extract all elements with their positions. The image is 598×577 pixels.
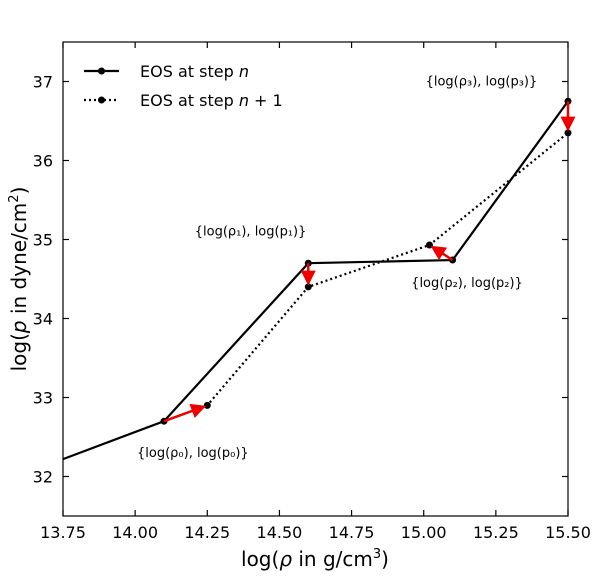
legend: EOS at step n EOS at step n + 1: [84, 62, 283, 110]
y-tick-label: 36: [33, 152, 53, 171]
legend-label-solid: EOS at step n: [140, 62, 249, 81]
point-annotation-0: {log(ρ₀), log(p₀)}: [137, 446, 249, 461]
x-tick-label: 13.75: [40, 523, 86, 542]
annotation-layer: {log(ρ₀), log(p₀)} {log(ρ₁), log(p₁)} {log…: [137, 74, 537, 460]
legend-marker-dotted: [98, 96, 105, 104]
x-tick-label: 14.00: [112, 523, 158, 542]
y-tick-label: 37: [33, 73, 53, 92]
x-axis-label: log(ρ in g/cm3): [241, 547, 389, 571]
point-annotation-2: {log(ρ₂), log(p₂)}: [411, 276, 523, 291]
x-tick-label: 15.25: [473, 523, 519, 542]
axis-ticks: 13.75 14.00 14.25 14.50 14.75 15.00 15.25 15.50…: [33, 42, 591, 542]
legend-label-dotted: EOS at step n + 1: [140, 91, 283, 110]
point-step-n-plus-1: [203, 401, 211, 409]
y-tick-label: 33: [33, 389, 53, 408]
x-tick-label: 14.75: [329, 523, 375, 542]
y-tick-label: 32: [33, 468, 53, 487]
x-tick-label: 14.50: [257, 523, 303, 542]
shift-arrow: [163, 403, 207, 423]
x-tick-label: 15.00: [401, 523, 447, 542]
y-tick-label: 34: [33, 310, 53, 329]
shift-arrow: [430, 245, 454, 262]
point-step-n-plus-1: [425, 241, 433, 249]
y-axis-label: log(p in dyne/cm2): [7, 187, 31, 372]
point-annotation-1: {log(ρ₁), log(p₁)}: [195, 225, 307, 240]
x-tick-label: 14.25: [184, 523, 230, 542]
arrow-layer: [163, 101, 576, 423]
point-step-n-plus-1: [564, 129, 572, 137]
y-tick-label: 35: [33, 231, 53, 250]
x-tick-label: 15.50: [545, 523, 591, 542]
point-step-n-plus-1: [304, 283, 312, 291]
legend-marker-solid: [98, 67, 105, 75]
point-annotation-3: {log(ρ₃), log(p₃)}: [426, 74, 538, 89]
plot-area-frame: [62, 41, 569, 517]
